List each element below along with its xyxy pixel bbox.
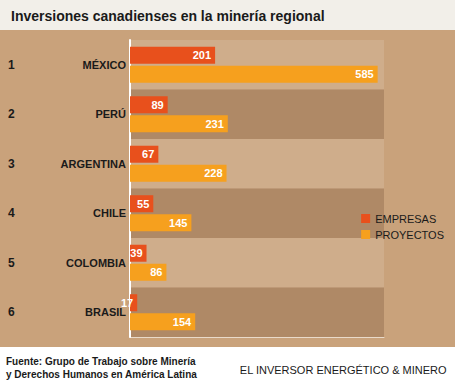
svg-text:EL INVERSOR ENERGÉTICO & MINER: EL INVERSOR ENERGÉTICO & MINERO: [240, 364, 447, 376]
svg-text:154: 154: [173, 316, 192, 328]
svg-text:ARGENTINA: ARGENTINA: [61, 158, 126, 170]
svg-text:39: 39: [130, 247, 142, 259]
svg-text:Fuente: Grupo de Trabajo sobre: Fuente: Grupo de Trabajo sobre Minería: [6, 356, 196, 367]
svg-text:55: 55: [137, 198, 149, 210]
svg-text:17: 17: [121, 297, 133, 309]
svg-text:PROYECTOS: PROYECTOS: [375, 229, 444, 241]
svg-text:5: 5: [8, 256, 15, 270]
svg-text:89: 89: [151, 99, 163, 111]
svg-text:201: 201: [193, 49, 211, 61]
svg-text:67: 67: [142, 148, 154, 160]
svg-text:1: 1: [8, 58, 15, 72]
svg-text:y Derechos Humanos en América: y Derechos Humanos en América Latina: [6, 369, 197, 380]
svg-text:CHILE: CHILE: [93, 207, 126, 219]
svg-text:4: 4: [8, 206, 15, 220]
svg-text:6: 6: [8, 305, 15, 319]
svg-text:COLOMBIA: COLOMBIA: [66, 257, 126, 269]
svg-text:2: 2: [8, 107, 15, 121]
svg-text:228: 228: [204, 167, 222, 179]
svg-text:MÉXICO: MÉXICO: [83, 59, 127, 71]
svg-text:3: 3: [8, 157, 15, 171]
svg-text:231: 231: [205, 118, 223, 130]
svg-text:Inversiones canadienses en la: Inversiones canadienses en la minería re…: [11, 8, 325, 24]
svg-text:EMPRESAS: EMPRESAS: [375, 213, 436, 225]
svg-text:585: 585: [355, 68, 373, 80]
svg-text:BRASIL: BRASIL: [85, 306, 126, 319]
svg-text:86: 86: [150, 266, 162, 278]
svg-text:145: 145: [169, 217, 187, 229]
svg-text:PERÚ: PERÚ: [95, 108, 126, 120]
